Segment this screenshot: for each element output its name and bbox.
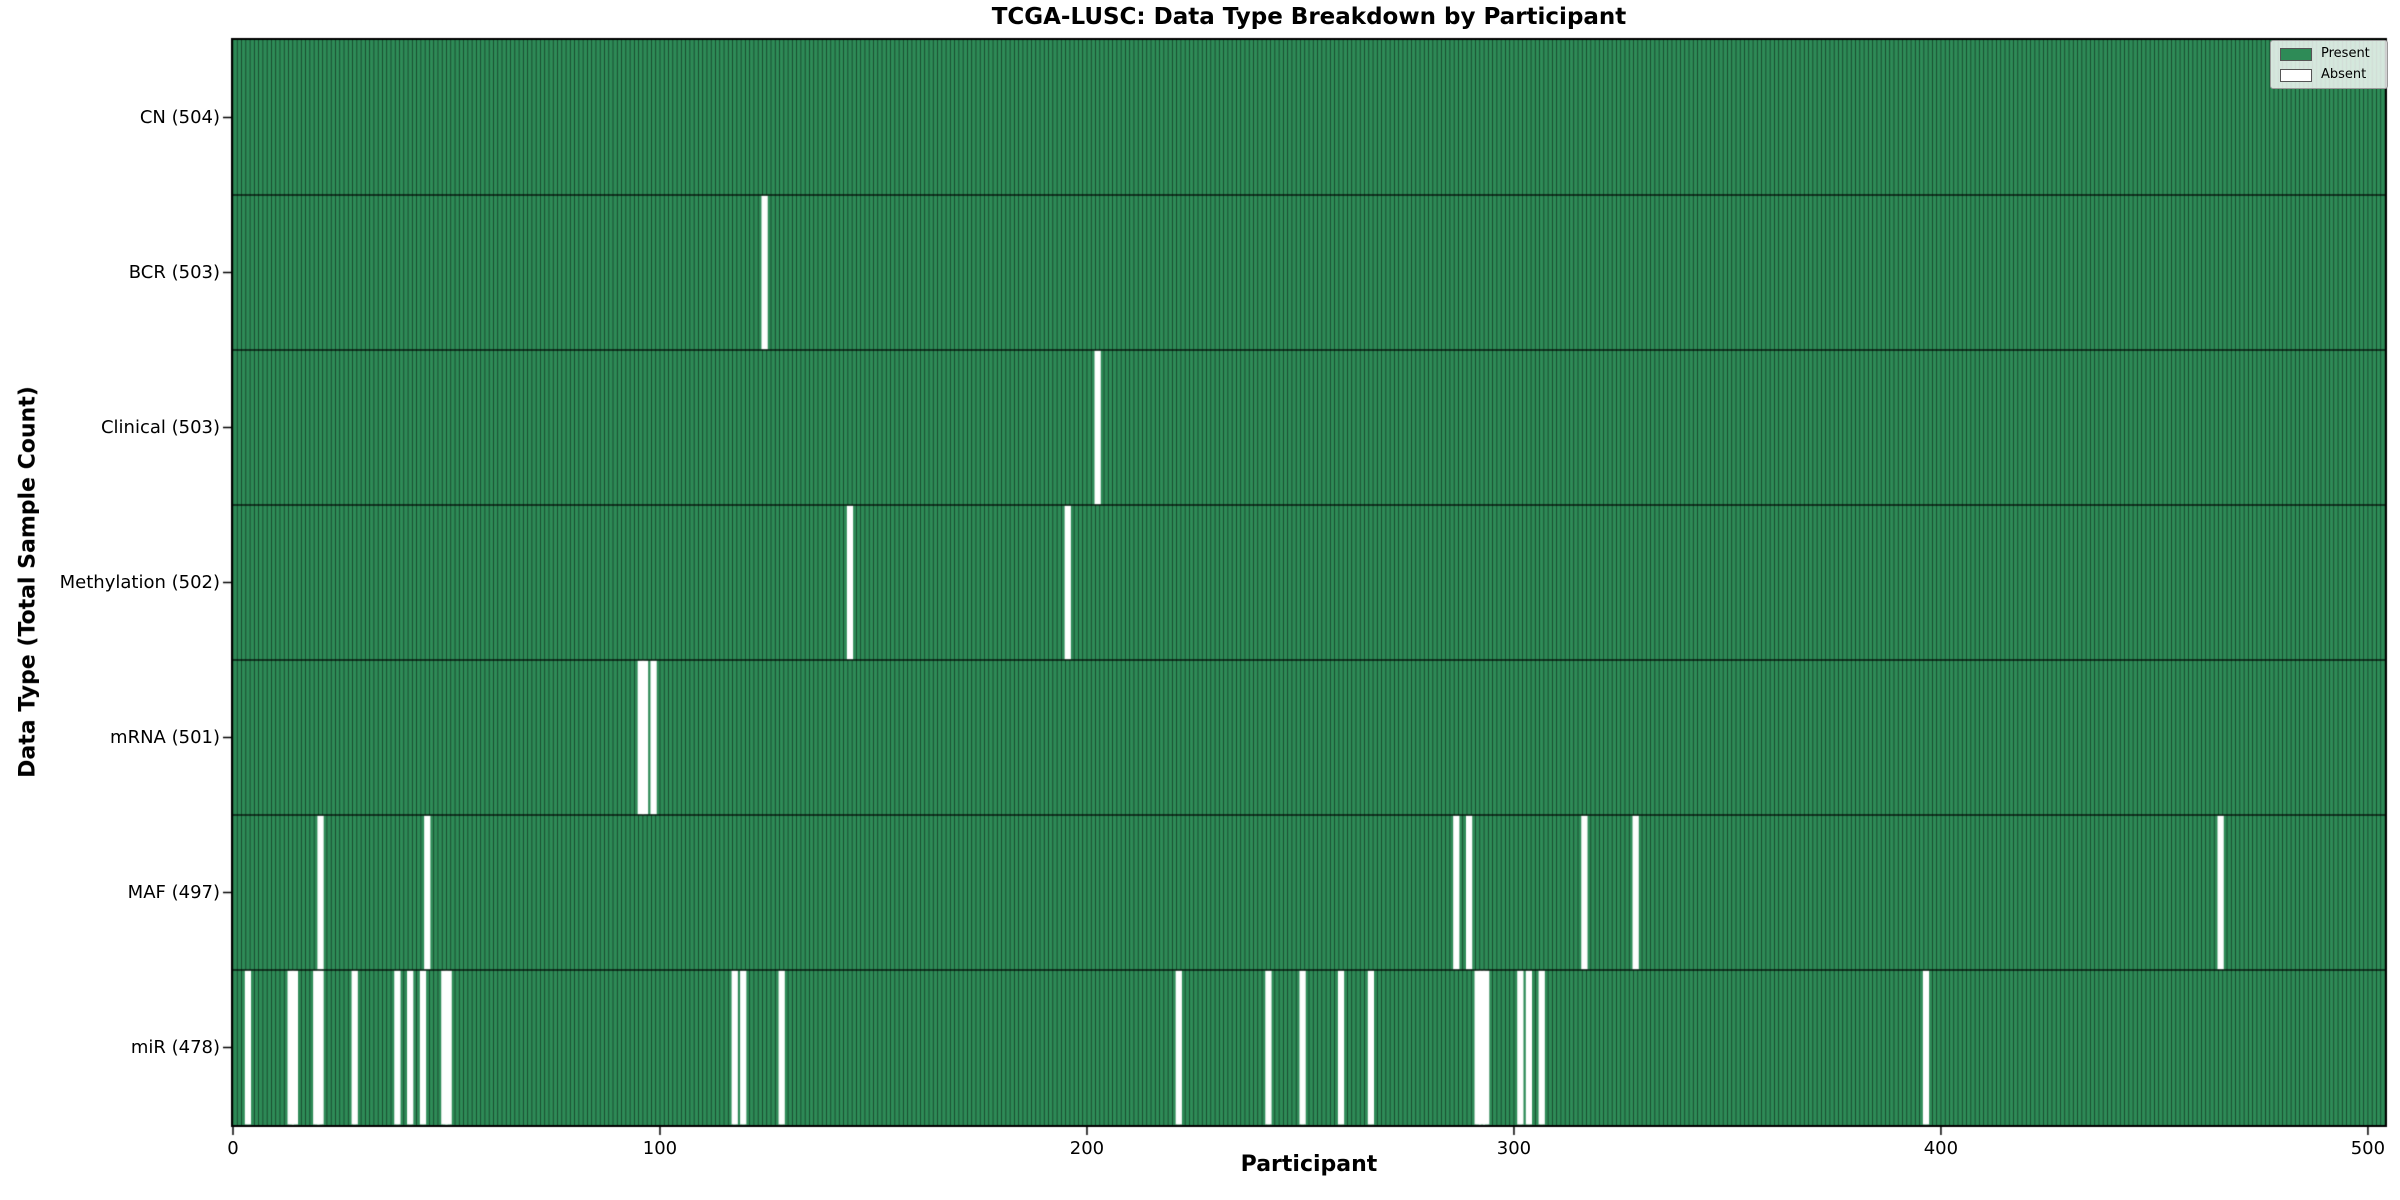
x-tick-label-500: 500 (2350, 1138, 2386, 1159)
legend-item-absent: Absent (2280, 68, 2378, 82)
y-tick-label-Clinical: Clinical (503) (100, 416, 220, 438)
y-tick-label-miR: miR (478) (130, 1036, 220, 1058)
y-tick-label-MAF: MAF (497) (127, 881, 220, 903)
legend-item-present: Present (2280, 47, 2378, 61)
x-tick-label-100: 100 (642, 1138, 678, 1159)
y-tick-label-BCR: BCR (503) (128, 261, 220, 283)
absent-swatch-icon (2280, 68, 2312, 82)
chart-title: TCGA-LUSC: Data Type Breakdown by Partic… (991, 4, 1627, 30)
x-tick-label-300: 300 (1496, 1138, 1532, 1159)
x-tick-label-400: 400 (1923, 1138, 1959, 1159)
x-axis-label: Participant (1240, 1152, 1378, 1177)
x-tick-label-200: 200 (1069, 1138, 1105, 1159)
present-swatch-icon (2280, 47, 2312, 61)
legend-label-present: Present (2321, 46, 2370, 61)
y-tick-label-CN: CN (504) (139, 106, 220, 128)
y-tick-label-mRNA: mRNA (501) (110, 726, 220, 748)
legend: Present Absent (2270, 40, 2388, 89)
y-tick-label-Methylation: Methylation (502) (59, 571, 220, 593)
x-tick-label-0: 0 (227, 1138, 239, 1159)
legend-label-absent: Absent (2321, 67, 2367, 82)
